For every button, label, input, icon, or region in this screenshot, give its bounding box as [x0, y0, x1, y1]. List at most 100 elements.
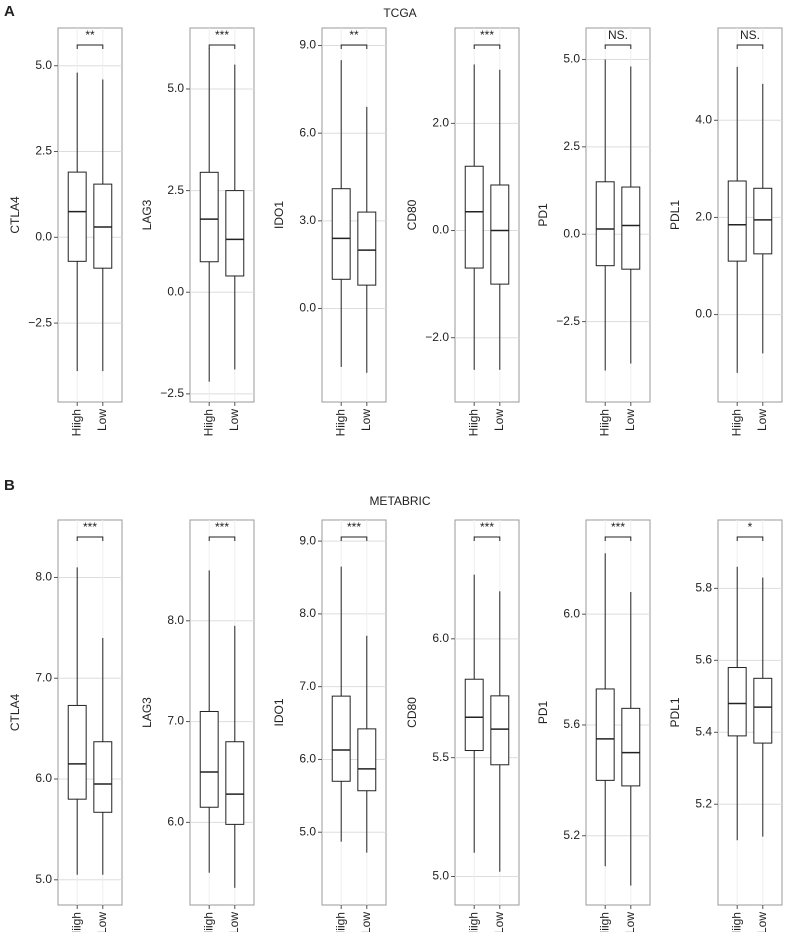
- y-tick-label: 0.0: [695, 307, 712, 321]
- y-axis-label: CTLA4: [8, 196, 22, 234]
- box-plot: −2.5 0.0 2.5 5.0 PD1 Hiigh Low NS.: [536, 27, 651, 436]
- y-tick-label: 6.0: [563, 606, 580, 620]
- y-tick-label: 9.0: [299, 533, 316, 547]
- x-tick-label: Hiigh: [333, 912, 347, 932]
- significance-bracket: [473, 536, 501, 541]
- box: [357, 728, 377, 792]
- y-tick-label: 5.5: [432, 750, 449, 764]
- box: [490, 695, 510, 766]
- y-tick-label: 5.6: [563, 717, 580, 731]
- box: [357, 211, 377, 286]
- box-plot: 5.2 5.4 5.6 5.8 PDL1 Hiigh Low *: [668, 519, 783, 932]
- panel-label: B: [4, 477, 15, 494]
- x-tick-label: Low: [227, 912, 241, 932]
- box: [621, 186, 641, 270]
- y-tick-label: −2.0: [425, 330, 449, 344]
- box: [727, 180, 747, 262]
- y-tick-label: 6.0: [35, 771, 52, 785]
- y-axis-label: CTLA4: [8, 694, 22, 732]
- x-tick-label: Hiigh: [69, 409, 83, 436]
- y-tick-label: 5.6: [695, 652, 712, 666]
- y-axis-label: IDO1: [272, 201, 286, 229]
- plot-area: [585, 27, 651, 403]
- significance: ***: [83, 520, 97, 534]
- x-tick-label: Hiigh: [466, 912, 480, 932]
- y-tick-label: 0.0: [299, 301, 316, 315]
- y-tick-label: 7.0: [299, 679, 316, 693]
- significance: ***: [611, 520, 625, 534]
- box: [67, 704, 87, 800]
- box: [753, 187, 773, 255]
- box: [753, 677, 773, 744]
- x-tick-label: Low: [359, 409, 373, 431]
- y-axis-label: CD80: [405, 697, 419, 728]
- significance-bracket: [208, 44, 236, 49]
- x-tick-label: Hiigh: [201, 912, 215, 932]
- box: [199, 171, 219, 263]
- box-plot: −2.5 0.0 2.5 5.0 LAG3 Hiigh Low ***: [140, 27, 255, 436]
- box: [490, 184, 510, 285]
- plot-area: [454, 519, 520, 906]
- x-tick-label: Hiigh: [597, 912, 611, 932]
- box: [595, 181, 615, 267]
- significance-bracket: [340, 536, 368, 541]
- y-tick-label: 2.0: [695, 210, 712, 224]
- x-tick-label: Hiigh: [201, 409, 215, 436]
- x-tick-label: Low: [755, 409, 769, 431]
- x-tick-label: Low: [359, 912, 373, 932]
- box: [464, 678, 484, 752]
- significance: **: [85, 28, 95, 42]
- x-tick-label: Hiigh: [333, 409, 347, 436]
- box: [621, 707, 641, 787]
- plot-area: [585, 519, 651, 906]
- box: [331, 188, 351, 280]
- box: [727, 667, 747, 737]
- plot-area: [321, 27, 387, 403]
- y-tick-label: 0.0: [167, 284, 184, 298]
- significance: **: [349, 28, 359, 42]
- significance: NS.: [740, 28, 760, 42]
- y-axis-label: PD1: [536, 203, 550, 227]
- significance: ***: [480, 520, 494, 534]
- x-tick-label: Hiigh: [729, 409, 743, 436]
- box: [93, 183, 113, 269]
- x-tick-label: Hiigh: [466, 409, 480, 436]
- y-tick-label: 0.0: [35, 229, 52, 243]
- box: [67, 171, 87, 262]
- panel-title: METABRIC: [369, 494, 430, 508]
- box-plot: −2.5 0.0 2.5 5.0 CTLA4 Hiigh Low **: [8, 27, 123, 436]
- y-tick-label: 2.0: [432, 116, 449, 130]
- plot-area: [454, 27, 520, 403]
- box: [331, 695, 351, 782]
- plot-area: [57, 27, 123, 403]
- x-tick-label: Low: [492, 409, 506, 431]
- y-tick-label: 5.0: [35, 872, 52, 886]
- y-tick-label: 4.0: [695, 112, 712, 126]
- box-plot: 6.0 7.0 8.0 LAG3 Hiigh Low ***: [140, 519, 255, 932]
- significance-bracket: [736, 44, 764, 49]
- y-tick-label: 5.4: [695, 724, 712, 738]
- y-tick-label: 9.0: [299, 38, 316, 52]
- y-axis-label: PD1: [536, 701, 550, 725]
- y-axis-label: LAG3: [140, 199, 154, 230]
- panel-title: TCGA: [383, 6, 416, 20]
- x-tick-label: Low: [623, 912, 637, 932]
- y-tick-label: 5.0: [432, 869, 449, 883]
- significance-bracket: [604, 44, 632, 49]
- box-plot: 5.0 6.0 7.0 8.0 CTLA4 Hiigh Low ***: [8, 519, 123, 932]
- x-tick-label: Low: [755, 912, 769, 932]
- y-tick-label: 8.0: [299, 606, 316, 620]
- significance: ***: [215, 28, 229, 42]
- box: [93, 741, 113, 813]
- significance: *: [748, 520, 753, 534]
- y-tick-label: 2.5: [167, 183, 184, 197]
- box: [464, 165, 484, 269]
- significance-bracket: [208, 536, 236, 541]
- box-plot: 0.0 3.0 6.0 9.0 IDO1 Hiigh Low **: [272, 27, 387, 436]
- y-tick-label: 6.0: [167, 815, 184, 829]
- y-tick-label: 3.0: [299, 213, 316, 227]
- y-tick-label: 5.0: [563, 52, 580, 66]
- box-plot: 5.0 5.5 6.0 CD80 Hiigh Low ***: [405, 519, 520, 932]
- y-tick-label: 8.0: [35, 570, 52, 584]
- box-plot: −2.0 0.0 2.0 CD80 Hiigh Low ***: [405, 27, 520, 436]
